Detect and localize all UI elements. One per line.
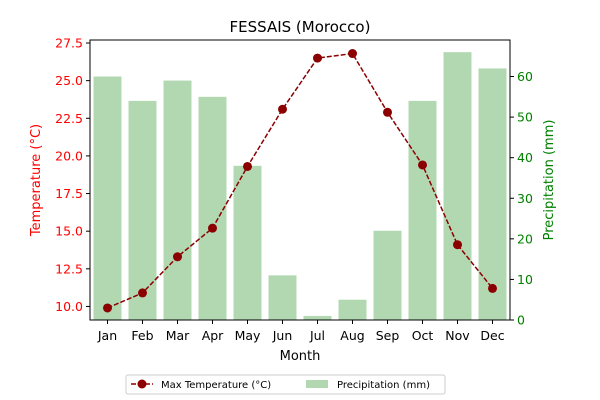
temperature-point bbox=[208, 223, 217, 233]
x-tick-label: Apr bbox=[202, 328, 224, 343]
x-tick-label: Mar bbox=[166, 328, 190, 343]
legend: Max Temperature (°C) Precipitation (mm) bbox=[125, 374, 446, 395]
temperature-line bbox=[103, 49, 497, 313]
temperature-point bbox=[383, 107, 392, 117]
precipitation-bar bbox=[233, 165, 262, 320]
y-right-tick-label: 40 bbox=[517, 150, 533, 165]
chart-title: FESSAIS (Morocco) bbox=[230, 18, 371, 36]
y-left-tick-label: 22.5 bbox=[55, 111, 83, 126]
precipitation-bar bbox=[408, 100, 437, 320]
y-left-tick-label: 12.5 bbox=[55, 261, 83, 276]
plot-frame bbox=[89, 39, 511, 321]
y-left-tick-label: 17.5 bbox=[55, 186, 83, 201]
y-left-tick-label: 25.0 bbox=[55, 73, 83, 88]
y-axis-left-label: Temperature (°C) bbox=[29, 124, 44, 237]
y-left-tick-label: 27.5 bbox=[55, 36, 83, 51]
precipitation-bar bbox=[93, 76, 122, 321]
legend-bar-swatch bbox=[306, 380, 328, 388]
x-tick-label: Oct bbox=[412, 328, 434, 343]
temperature-point bbox=[453, 240, 462, 250]
x-tick-label: Sep bbox=[376, 328, 400, 343]
precipitation-bar bbox=[268, 275, 297, 320]
precipitation-bar bbox=[163, 80, 192, 320]
temperature-point bbox=[348, 49, 357, 59]
axes: Jan Feb Mar Apr May Jun Jul Aug Sep Oct Nov Dec 10.0… bbox=[55, 36, 533, 343]
temperature-point bbox=[138, 288, 147, 298]
x-tick-label: Nov bbox=[445, 328, 470, 343]
precipitation-bar bbox=[338, 299, 367, 320]
temperature-point bbox=[418, 160, 427, 170]
y-right-tick-label: 60 bbox=[517, 69, 533, 84]
x-tick-label: Jan bbox=[97, 328, 117, 343]
y-left-tick-label: 20.0 bbox=[55, 148, 83, 163]
precipitation-bar bbox=[478, 68, 507, 321]
y-right-tick-label: 30 bbox=[517, 191, 533, 206]
precipitation-bar bbox=[198, 96, 227, 321]
precipitation-bar bbox=[373, 230, 402, 320]
x-tick-label: May bbox=[235, 328, 261, 343]
temperature-point bbox=[243, 161, 252, 171]
legend-temperature: Max Temperature (°C) bbox=[161, 380, 271, 391]
precipitation-bar bbox=[128, 100, 157, 320]
y-left-tick-label: 10.0 bbox=[55, 299, 83, 314]
y-right-tick-label: 10 bbox=[517, 272, 533, 287]
x-tick-label: Feb bbox=[131, 328, 153, 343]
precipitation-bars bbox=[93, 52, 507, 321]
y-axis-right-label: Precipitation (mm) bbox=[542, 120, 557, 241]
x-tick-label: Dec bbox=[480, 328, 504, 343]
x-axis-label: Month bbox=[280, 349, 321, 364]
y-right-tick-label: 50 bbox=[517, 110, 533, 125]
precipitation-bar bbox=[443, 52, 472, 320]
precipitation-bar bbox=[303, 315, 332, 320]
legend-box bbox=[125, 374, 446, 395]
legend-marker-swatch bbox=[137, 379, 147, 389]
temperature-point bbox=[278, 104, 287, 114]
y-right-tick-label: 0 bbox=[517, 313, 525, 328]
x-tick-label: Aug bbox=[340, 328, 364, 343]
x-tick-label: Jun bbox=[272, 328, 293, 343]
y-left-tick-label: 15.0 bbox=[55, 224, 83, 239]
temperature-point bbox=[313, 53, 322, 63]
temperature-series-line bbox=[107, 52, 494, 309]
temperature-point bbox=[488, 283, 497, 293]
legend-precipitation: Precipitation (mm) bbox=[337, 380, 430, 391]
temperature-point bbox=[103, 303, 112, 313]
x-tick-label: Jul bbox=[309, 328, 325, 343]
temperature-point bbox=[173, 252, 182, 262]
y-right-tick-label: 20 bbox=[517, 231, 533, 246]
